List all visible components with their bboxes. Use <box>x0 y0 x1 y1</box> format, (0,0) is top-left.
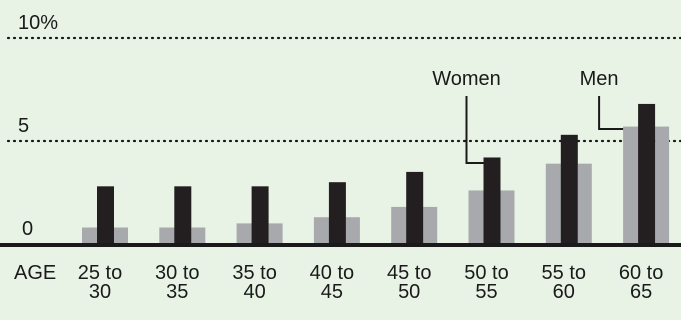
category-label-1-line-0: 30 to <box>155 262 199 284</box>
bar-women-1 <box>174 186 192 244</box>
bar-men-right-4 <box>423 206 438 244</box>
annotation-women: Women <box>432 68 501 90</box>
category-label-1-line-1: 35 <box>166 281 188 303</box>
bar-women-3 <box>328 182 346 244</box>
grid-lines <box>6 36 681 143</box>
bar-men-right-6 <box>577 163 592 244</box>
bar-women-0 <box>97 186 114 244</box>
category-label-6-line-1: 60 <box>553 281 575 303</box>
bar-men-right-2 <box>268 223 283 244</box>
bar-men-right-1 <box>191 227 206 244</box>
bars <box>82 103 670 244</box>
category-label-3-line-0: 40 to <box>310 262 354 284</box>
bar-men-right-0 <box>114 227 128 244</box>
y-tick-label-0: 0 <box>22 218 33 240</box>
bar-women-2 <box>251 186 269 244</box>
category-label-2-line-1: 40 <box>243 281 265 303</box>
bar-women-6 <box>560 134 578 244</box>
annotation-women-leader <box>465 96 484 164</box>
bar-men-right-7 <box>655 126 670 244</box>
category-label-0-line-0: 25 to <box>78 262 122 284</box>
category-label-0-line-1: 30 <box>89 281 111 303</box>
category-label-6-line-0: 55 to <box>542 262 586 284</box>
category-label-5-line-1: 55 <box>475 281 497 303</box>
category-label-7-line-0: 60 to <box>619 262 663 284</box>
y-tick-label-10: 10% <box>18 12 58 34</box>
category-label-3-line-1: 45 <box>321 281 343 303</box>
category-label-4-line-0: 45 to <box>387 262 431 284</box>
category-label-7-line-1: 65 <box>630 281 652 303</box>
category-label-5-line-0: 50 to <box>464 262 508 284</box>
category-label-2-line-0: 35 to <box>232 262 276 284</box>
annotation-men-leader <box>598 96 624 130</box>
annotation-men: Men <box>580 68 619 90</box>
bar-women-7 <box>638 103 656 244</box>
y-tick-label-5: 5 <box>18 115 29 137</box>
y-tick-labels: 0 5 10% <box>18 12 58 240</box>
bar-men-right-5 <box>500 190 515 244</box>
category-label-4-line-1: 50 <box>398 281 420 303</box>
x-axis-label: AGE <box>14 262 56 284</box>
bar-women-5 <box>483 157 501 244</box>
bar-women-4 <box>406 171 424 244</box>
series-annotations: Women Men <box>432 68 624 164</box>
bar-men-right-3 <box>345 217 360 244</box>
